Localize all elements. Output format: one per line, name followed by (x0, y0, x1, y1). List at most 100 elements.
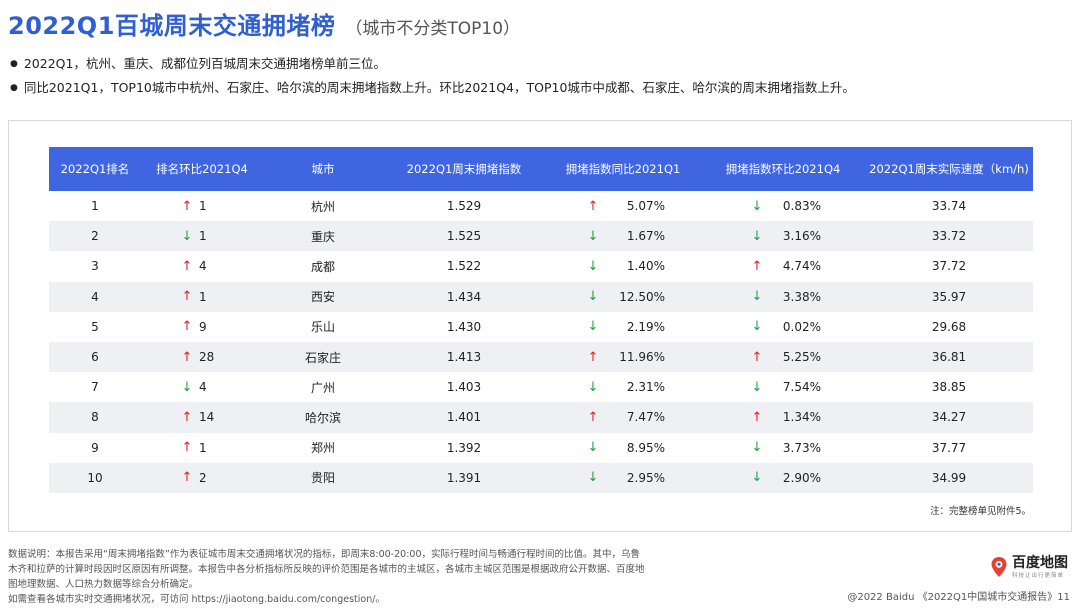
table-row: 3 ↑ 4 成都 1.522 ↓ 1.40% ↑ 4.74% 37.72 (49, 251, 1033, 281)
arrow-down-icon: ↓ (751, 470, 763, 486)
bullet-dot-icon: ● (10, 83, 18, 93)
cell-rank: 8 (49, 402, 141, 433)
col-header-index: 2022Q1周末拥堵指数 (383, 147, 545, 191)
cell-speed: 38.85 (931, 380, 967, 395)
cell-rank-change: ↑ 14 (141, 402, 263, 433)
cell-index: 1.434 (383, 281, 545, 312)
brand-slogan: 科技让出行更简单 (1012, 573, 1065, 579)
footnote-line: 图地理数据、人口热力数据等综合分析确定。 (8, 579, 199, 590)
cell-rank: 7 (91, 380, 99, 395)
cell-rank: 2 (49, 221, 141, 252)
cell-city: 哈尔滨 (263, 402, 383, 433)
cell-yoy-value: 2.31% (626, 380, 665, 395)
cell-rank-change-value: 1 (199, 199, 207, 214)
cell-yoy: ↑ 5.07% (545, 191, 701, 221)
footnote-line: 数据说明：本报告采用“周末拥堵指数”作为表征城市周末交通拥堵状况的指标，即周末8… (8, 549, 640, 560)
table-row: 6 ↑ 28 石家庄 1.413 ↑ 11.96% ↑ 5.25% 36.81 (49, 341, 1033, 373)
table-row: 5 ↑ 9 乐山 1.430 ↓ 2.19% ↓ 0.02% 29.68 (49, 312, 1033, 342)
ranking-panel: 2022Q1排名 排名环比2021Q4 城市 2022Q1周末拥堵指数 拥堵指数… (8, 120, 1072, 532)
cell-yoy-value: 2.95% (626, 470, 665, 485)
arrow-up-icon: ↑ (751, 258, 763, 274)
map-pin-icon (991, 557, 1007, 577)
cell-rank: 9 (91, 440, 99, 455)
arrow-up-icon: ↑ (587, 409, 599, 425)
col-header-qoq: 拥堵指数环比2021Q4 (701, 147, 865, 191)
arrow-down-icon: ↓ (587, 319, 599, 335)
table-row: 4 ↑ 1 西安 1.434 ↓ 12.50% ↓ 3.38% 35.97 (49, 281, 1033, 312)
cell-rank-change-value: 4 (199, 380, 207, 395)
cell-index: 1.392 (446, 440, 482, 455)
bullet-dot-icon: ● (10, 59, 18, 69)
cell-index: 1.522 (446, 259, 482, 274)
table-body: 1 ↑ 1 杭州 1.529 ↑ 5.07% ↓ 0.83% 33.74 2 ↓ 1 重庆 1.525 ↓ 1.… (49, 191, 1033, 493)
cell-qoq: ↓ 0.02% (701, 312, 865, 342)
cell-rank-change-value: 2 (199, 470, 207, 485)
cell-yoy: ↓ 8.95% (545, 433, 701, 463)
cell-rank: 1 (91, 199, 99, 214)
arrow-up-icon: ↑ (181, 289, 193, 305)
brand-name: 百度地图 (1012, 555, 1068, 571)
cell-index: 1.401 (383, 402, 545, 433)
cell-city: 成都 (310, 259, 335, 274)
cell-rank-change-value: 1 (199, 440, 207, 455)
footnote-line: 如需查看各城市实时交通拥堵状况，可访问 https://jiaotong.bai… (8, 594, 385, 605)
cell-index: 1.525 (383, 221, 545, 252)
page-copyright: @2022 Baidu 《2022Q1中国城市交通报告》11 (847, 592, 1070, 603)
cell-rank-change-value: 1 (199, 289, 207, 304)
page-title: 2022Q1百城周末交通拥堵榜 (8, 12, 336, 40)
cell-rank-change: ↑ 28 (141, 341, 263, 373)
cell-rank: 3 (91, 259, 99, 274)
cell-rank-change: ↑ 1 (141, 281, 263, 312)
cell-rank: 4 (49, 281, 141, 312)
cell-rank-change-value: 4 (199, 259, 207, 274)
arrow-up-icon: ↑ (751, 409, 763, 425)
table-note: 注：完整榜单见附件5。 (929, 506, 1031, 517)
cell-index: 1.529 (446, 199, 482, 214)
cell-yoy: ↓ 1.40% (545, 251, 701, 281)
cell-yoy-value: 7.47% (626, 410, 665, 425)
bullet-text: 同比2021Q1，TOP10城市中杭州、石家庄、哈尔滨的周末拥堵指数上升。环比2… (23, 80, 855, 95)
cell-index: 1.403 (446, 380, 482, 395)
cell-qoq: ↓ 3.38% (701, 281, 865, 312)
arrow-down-icon: ↓ (751, 379, 763, 395)
col-header-rank: 2022Q1排名 (49, 147, 141, 191)
arrow-up-icon: ↑ (181, 198, 193, 214)
cell-qoq: ↓ 3.73% (701, 433, 865, 463)
arrow-down-icon: ↓ (751, 440, 763, 456)
cell-qoq-value: 5.25% (782, 350, 821, 365)
arrow-down-icon: ↓ (751, 228, 763, 244)
cell-city: 郑州 (310, 441, 335, 456)
cell-qoq: ↓ 2.90% (701, 462, 865, 493)
cell-qoq-value: 3.73% (782, 440, 821, 455)
arrow-down-icon: ↓ (587, 228, 599, 244)
cell-city: 贵阳 (263, 462, 383, 493)
cell-qoq-value: 3.38% (782, 289, 821, 304)
arrow-up-icon: ↑ (181, 409, 193, 425)
cell-qoq-value: 3.16% (782, 229, 821, 244)
cell-city: 乐山 (310, 320, 335, 335)
arrow-down-icon: ↓ (587, 440, 599, 456)
arrow-down-icon: ↓ (751, 198, 763, 214)
bullet-item: ● 2022Q1，杭州、重庆、成都位列百城周末交通拥堵榜单前三位。 (10, 52, 1070, 76)
cell-city: 西安 (263, 281, 383, 312)
cell-qoq: ↓ 7.54% (701, 372, 865, 402)
arrow-down-icon: ↓ (181, 228, 193, 244)
cell-city: 杭州 (310, 199, 335, 214)
col-header-yoy: 拥堵指数同比2021Q1 (545, 147, 701, 191)
cell-speed: 33.74 (931, 199, 967, 214)
arrow-up-icon: ↑ (181, 440, 193, 456)
cell-index: 1.413 (383, 341, 545, 373)
data-footnote: 数据说明：本报告采用“周末拥堵指数”作为表征城市周末交通拥堵状况的指标，即周末8… (8, 547, 708, 607)
cell-qoq-value: 7.54% (782, 380, 821, 395)
cell-rank-change: ↑ 1 (141, 191, 263, 221)
cell-rank-change-value: 1 (199, 229, 207, 244)
arrow-down-icon: ↓ (587, 470, 599, 486)
cell-speed: 34.99 (865, 462, 1033, 493)
cell-yoy: ↓ 1.67% (545, 221, 701, 252)
brand-logo: 百度地图 科技让出行更简单 (990, 555, 1068, 579)
table-row: 1 ↑ 1 杭州 1.529 ↑ 5.07% ↓ 0.83% 33.74 (49, 191, 1033, 221)
table-row: 9 ↑ 1 郑州 1.392 ↓ 8.95% ↓ 3.73% 37.77 (49, 433, 1033, 463)
cell-yoy: ↓ 2.19% (545, 312, 701, 342)
col-header-city: 城市 (263, 147, 383, 191)
cell-city: 石家庄 (263, 341, 383, 373)
